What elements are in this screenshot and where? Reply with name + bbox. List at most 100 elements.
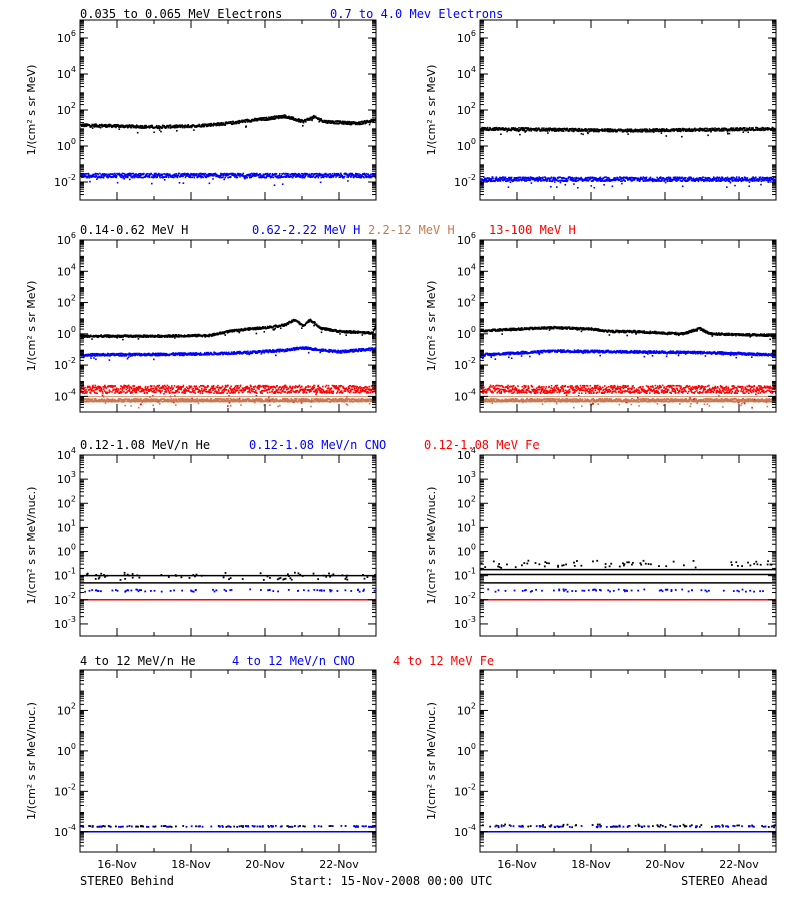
data-point	[489, 180, 492, 183]
data-point	[131, 173, 133, 175]
data-point	[214, 172, 217, 175]
data-point	[242, 172, 245, 175]
data-point	[526, 127, 528, 129]
data-point	[248, 119, 250, 121]
data-point	[748, 185, 750, 187]
data-point	[339, 174, 341, 177]
data-point	[169, 173, 171, 176]
data-point	[245, 174, 248, 176]
data-point	[513, 128, 516, 130]
data-point	[546, 130, 548, 132]
data-point	[108, 174, 111, 177]
data-point	[345, 332, 348, 334]
data-point	[508, 179, 510, 182]
data-point	[96, 354, 98, 357]
data-point	[163, 179, 166, 181]
data-point	[93, 357, 95, 359]
data-point	[249, 176, 251, 179]
data-point	[222, 123, 224, 125]
data-point	[540, 129, 543, 132]
data-point	[499, 127, 501, 130]
data-point	[138, 173, 140, 175]
data-point	[347, 122, 350, 124]
data-point	[87, 335, 90, 337]
data-point	[681, 180, 684, 182]
data-point	[514, 129, 516, 131]
data-point	[726, 129, 728, 131]
data-point	[230, 176, 232, 178]
data-point	[207, 335, 209, 338]
data-point	[642, 179, 644, 181]
data-point	[289, 118, 291, 120]
data-point	[363, 172, 366, 175]
data-point	[732, 127, 735, 129]
data-point	[709, 177, 711, 180]
data-point	[560, 179, 563, 182]
data-point	[127, 172, 129, 175]
data-point	[287, 117, 289, 119]
data-point	[771, 127, 773, 130]
data-point	[581, 128, 583, 130]
data-point	[712, 179, 715, 181]
data-point	[689, 178, 691, 181]
data-point	[168, 174, 170, 177]
data-point	[694, 127, 696, 130]
data-point	[137, 126, 140, 129]
data-point	[268, 173, 271, 176]
data-point	[484, 127, 487, 129]
data-point	[708, 128, 710, 130]
data-point	[726, 176, 729, 179]
data-point	[319, 174, 321, 177]
data-point	[325, 122, 328, 124]
data-point	[518, 178, 521, 181]
data-point	[629, 177, 631, 180]
data-point	[301, 172, 303, 175]
data-point	[322, 176, 325, 179]
data-point	[194, 333, 197, 336]
data-point	[183, 125, 186, 127]
data-point	[529, 179, 531, 182]
data-point	[219, 124, 222, 126]
data-point	[128, 172, 131, 175]
data-point	[492, 129, 495, 132]
data-point	[675, 128, 678, 130]
data-point	[102, 177, 105, 179]
data-point	[353, 121, 355, 123]
data-point	[122, 338, 124, 341]
data-point	[286, 176, 288, 178]
data-point	[122, 176, 125, 178]
data-point	[710, 129, 713, 132]
y-tick-label: 106	[457, 29, 476, 45]
data-point	[217, 122, 219, 124]
data-point	[748, 126, 751, 129]
data-point	[698, 178, 701, 181]
data-point	[656, 128, 658, 130]
data-point	[630, 131, 632, 133]
data-point	[315, 323, 318, 325]
data-point	[95, 174, 97, 176]
data-point	[754, 128, 757, 131]
data-point	[534, 178, 537, 180]
data-point	[160, 173, 163, 176]
data-point	[757, 178, 759, 181]
data-point	[658, 179, 661, 182]
data-point	[318, 117, 320, 120]
data-point	[629, 130, 631, 132]
data-point	[679, 129, 681, 131]
data-point	[137, 174, 139, 176]
data-point	[540, 177, 543, 179]
data-point	[668, 178, 671, 180]
data-point	[369, 174, 371, 177]
data-point	[752, 179, 754, 181]
data-point	[114, 125, 117, 128]
data-point	[311, 119, 313, 122]
data-point	[331, 120, 334, 122]
data-point	[126, 175, 129, 178]
data-point	[133, 175, 135, 177]
data-point	[184, 173, 187, 176]
data-point	[224, 124, 226, 126]
data-point	[204, 172, 207, 175]
data-point	[746, 178, 748, 180]
data-point	[174, 125, 176, 128]
data-point	[599, 178, 601, 181]
